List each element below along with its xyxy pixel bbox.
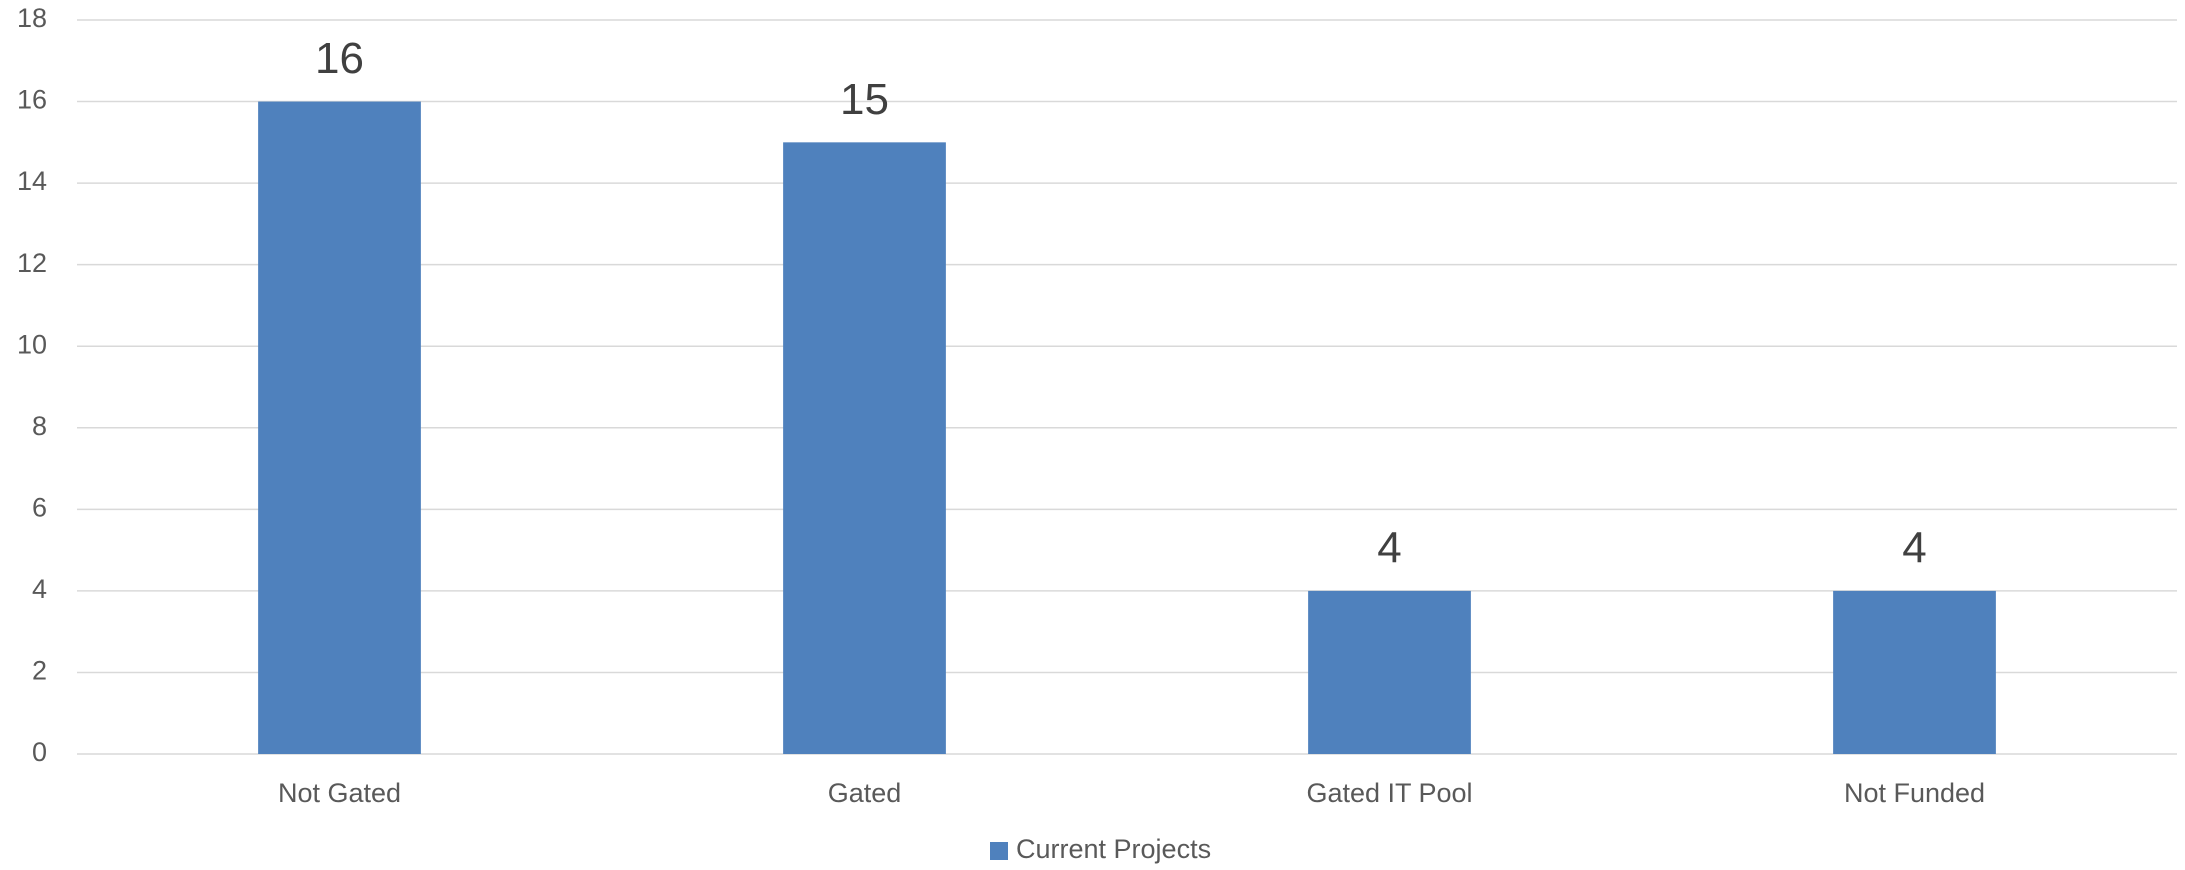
- y-tick-label: 18: [17, 3, 47, 33]
- x-tick-label: Not Gated: [278, 778, 401, 808]
- bar: [258, 101, 421, 755]
- y-tick-label: 16: [17, 85, 47, 115]
- y-tick-label: 14: [17, 166, 47, 196]
- y-tick-label: 2: [32, 656, 47, 686]
- y-tick-label: 8: [32, 411, 47, 441]
- x-tick-label: Gated IT Pool: [1306, 778, 1472, 808]
- legend-swatch: [990, 842, 1008, 860]
- y-tick-label: 6: [32, 492, 47, 522]
- y-tick-label: 12: [17, 248, 47, 278]
- bar: [783, 142, 946, 755]
- x-tick-label: Gated: [828, 778, 902, 808]
- legend-label: Current Projects: [1016, 834, 1211, 864]
- data-label: 4: [1902, 524, 1926, 573]
- data-label: 4: [1377, 524, 1401, 573]
- data-label: 15: [840, 75, 889, 124]
- data-label: 16: [315, 34, 364, 83]
- y-tick-label: 4: [32, 574, 47, 604]
- y-tick-label: 0: [32, 737, 47, 767]
- y-tick-label: 10: [17, 329, 47, 359]
- bar: [1308, 590, 1471, 754]
- x-tick-label: Not Funded: [1844, 778, 1985, 808]
- bar: [1833, 590, 1996, 754]
